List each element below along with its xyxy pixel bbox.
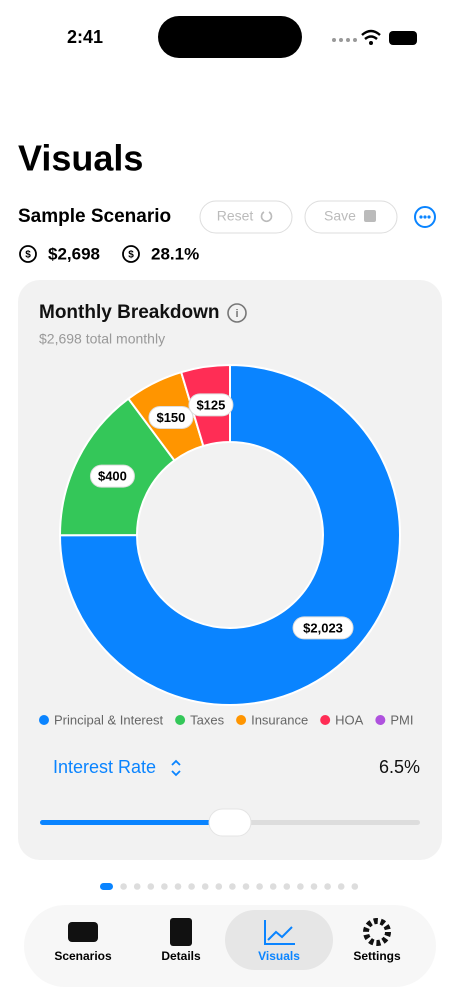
dollar-icon <box>19 245 37 263</box>
tab-label[interactable]: Scenarios <box>54 949 112 963</box>
tab-label[interactable]: Settings <box>353 949 401 963</box>
tab-icon <box>363 918 391 946</box>
legend-label: HOA <box>335 712 364 727</box>
legend-label: Insurance <box>251 712 308 727</box>
value-label: $400 <box>98 469 127 484</box>
wifi <box>361 29 381 41</box>
value-label-bg <box>292 616 354 640</box>
tab-icon <box>68 922 98 942</box>
page-dot <box>120 883 127 890</box>
slider-thumb[interactable] <box>208 808 252 837</box>
page-dots <box>100 883 359 890</box>
island <box>158 16 302 58</box>
battery <box>389 31 417 45</box>
dollar-icon <box>122 245 140 263</box>
info-glyph: i <box>235 308 238 320</box>
card-title: Monthly Breakdown <box>39 302 220 323</box>
control-label[interactable]: Interest Rate <box>53 757 156 777</box>
save-icon <box>364 210 376 222</box>
reset-label: Reset <box>217 208 254 224</box>
value-label: $125 <box>196 397 225 412</box>
signal <box>332 38 357 42</box>
page-dot <box>242 883 250 890</box>
tab-label[interactable]: Visuals <box>258 949 300 963</box>
save-label: Save <box>324 208 356 224</box>
page-dot <box>174 883 182 890</box>
value-label-bg <box>188 393 234 417</box>
page-dot <box>201 883 209 890</box>
legend-label: Principal & Interest <box>54 712 163 727</box>
page-dot <box>229 883 236 890</box>
page-dot-active <box>100 883 113 890</box>
stat-payment: $2,698 <box>48 244 100 263</box>
value-label: $2,023 <box>303 620 343 635</box>
value-label-bg <box>89 464 135 488</box>
page-dot <box>161 883 168 890</box>
legend-swatch <box>39 715 49 725</box>
legend-swatch <box>375 715 386 725</box>
value-label-bg <box>148 406 194 430</box>
page-title: Visuals <box>18 138 143 179</box>
legend-swatch <box>175 715 186 725</box>
card-subtitle: $2,698 total monthly <box>39 331 165 347</box>
more-button[interactable] <box>414 206 436 228</box>
slider-fill <box>40 820 230 825</box>
tab-icon <box>264 920 295 945</box>
dollar-glyph: $ <box>25 250 31 261</box>
tab-selected-bg <box>225 910 333 970</box>
more-dots <box>419 215 431 219</box>
page-dot <box>283 883 291 890</box>
legend-label: Taxes <box>190 712 224 727</box>
info-icon[interactable] <box>227 303 247 323</box>
chevron <box>171 759 181 777</box>
page-dot <box>269 883 277 890</box>
scenario-name: Sample Scenario <box>18 206 171 227</box>
donut-chart: $2,023 $400 $150 $125 <box>58 363 401 706</box>
page-dot <box>310 883 318 890</box>
legend-label: PMI <box>390 712 413 727</box>
page-dot <box>133 883 141 890</box>
page-dot <box>337 883 345 890</box>
stat-ratio: 28.1% <box>151 244 199 263</box>
legend: Principal & Interest Taxes Insurance HOA PMI <box>39 712 413 727</box>
reset-button[interactable] <box>199 200 293 234</box>
time: 2:41 <box>67 27 103 47</box>
tab-label[interactable]: Details <box>161 949 201 963</box>
control-value: 6.5% <box>379 757 420 777</box>
legend-swatch <box>236 715 247 725</box>
page-dot <box>215 883 223 890</box>
page-dot <box>297 883 304 890</box>
page-dot <box>351 883 359 890</box>
page-dot <box>256 883 263 890</box>
page-dot <box>188 883 195 890</box>
dollar-glyph: $ <box>128 250 134 261</box>
legend-swatch <box>320 715 331 725</box>
page-dot <box>324 883 331 890</box>
save-button[interactable] <box>304 200 398 234</box>
wifi-dot <box>369 41 373 45</box>
reset-icon <box>260 211 273 223</box>
tab-icon <box>170 918 192 946</box>
value-label: $150 <box>156 410 185 425</box>
page-dot <box>147 883 155 890</box>
